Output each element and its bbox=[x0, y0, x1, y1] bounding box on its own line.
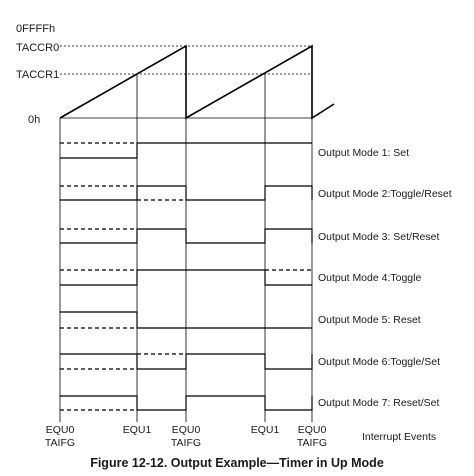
level-label-0ffffh: 0FFFFh bbox=[16, 23, 55, 35]
mode-2-signal bbox=[60, 185, 313, 201]
mode-5-signal bbox=[60, 311, 312, 329]
event-label-equ0-2: EQU0 bbox=[172, 424, 201, 436]
mode-1-signal bbox=[60, 142, 312, 159]
level-label-taccr1: TACCR1 bbox=[16, 69, 59, 81]
interrupt-events-label: Interrupt Events bbox=[362, 431, 436, 443]
mode-7-label: Output Mode 7: Reset/Set bbox=[318, 397, 439, 409]
mode-3-label: Output Mode 3: Set/Reset bbox=[318, 231, 439, 243]
event-sublabel-taifg-2: TAIFG bbox=[171, 437, 201, 449]
mode-7-waveform bbox=[60, 395, 313, 411]
figure-caption: Figure 12-12. Output Example—Timer in Up… bbox=[90, 456, 384, 470]
event-sublabel-taifg-3: TAIFG bbox=[297, 437, 327, 449]
mode-2-waveform bbox=[60, 185, 313, 201]
mode-3-waveform bbox=[60, 228, 313, 244]
mode-5-label: Output Mode 5: Reset bbox=[318, 314, 421, 326]
event-label-equ0-3: EQU0 bbox=[298, 424, 327, 436]
mode-2-label: Output Mode 2:Toggle/Reset bbox=[318, 188, 452, 200]
mode-1-label: Output Mode 1: Set bbox=[318, 147, 409, 159]
level-label-taccr0: TACCR0 bbox=[16, 42, 59, 54]
mode-4-waveform bbox=[60, 269, 312, 286]
mode-6-waveform bbox=[60, 353, 313, 370]
mode-4-signal bbox=[60, 269, 312, 286]
event-label-equ1-1: EQU1 bbox=[123, 424, 152, 436]
mode-6-signal bbox=[60, 353, 313, 370]
event-label-equ1-2: EQU1 bbox=[251, 424, 280, 436]
mode-7-signal bbox=[60, 395, 313, 411]
event-sublabel-taifg-1: TAIFG bbox=[45, 437, 75, 449]
mode-4-label: Output Mode 4:Toggle bbox=[318, 272, 421, 284]
mode-1-waveform bbox=[60, 142, 312, 159]
mode-3-signal bbox=[60, 228, 313, 244]
timer-count-ramp bbox=[59, 44, 335, 120]
level-label-0h: 0h bbox=[28, 114, 40, 126]
mode-6-label: Output Mode 6:Toggle/Set bbox=[318, 356, 440, 368]
mode-5-waveform bbox=[60, 311, 312, 329]
event-label-equ0-1: EQU0 bbox=[46, 424, 75, 436]
